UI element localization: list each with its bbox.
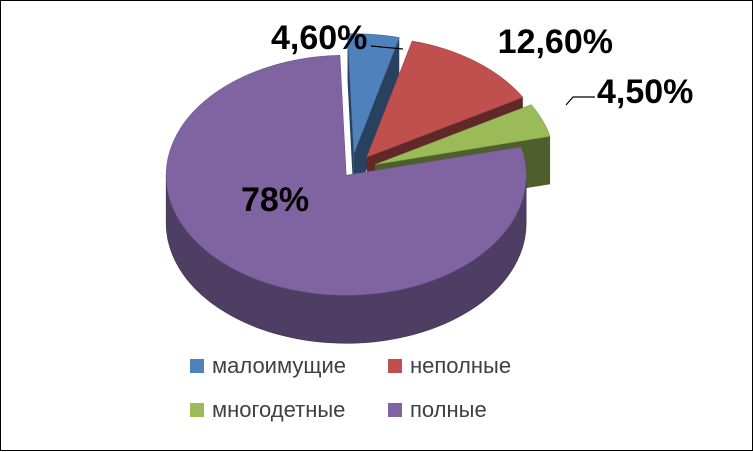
legend-label: малоимущие [212,353,346,378]
legend-entry-4: полные [388,397,487,422]
slice-cut-face [347,33,354,202]
legend-entry-3: многодетные [190,397,345,422]
slice-top-face [366,40,524,158]
data-label-4: 78% [241,181,309,219]
legend-label: полные [410,397,487,422]
legend-swatch [190,359,204,373]
slice-top-face [347,33,400,154]
slice-cut-face [353,37,400,202]
pie-slice-4 [165,55,527,344]
legend-label: многодетные [212,397,345,422]
data-labels: 4,60% 12,60% 4,50% 78% [241,19,693,219]
leader-line-1 [370,45,404,50]
data-label-3: 4,50% [597,73,693,111]
legend-swatch [388,359,402,373]
legend-label: неполные [410,353,511,378]
data-label-2: 12,60% [498,23,613,61]
legend-swatch [388,403,402,417]
leader-line-3 [565,96,595,106]
leader-lines [370,45,595,106]
legend-swatch [190,403,204,417]
slice-top-face [375,104,551,165]
legend-entry-2: неполные [388,353,511,378]
legend: малоимущие неполные многодетные полные [190,353,511,422]
slice-top-face [165,55,527,296]
legend-entry-1: малоимущие [190,353,346,378]
pie-slices [165,33,551,344]
data-label-1: 4,60% [271,19,367,57]
pie-slice-1 [347,33,400,202]
